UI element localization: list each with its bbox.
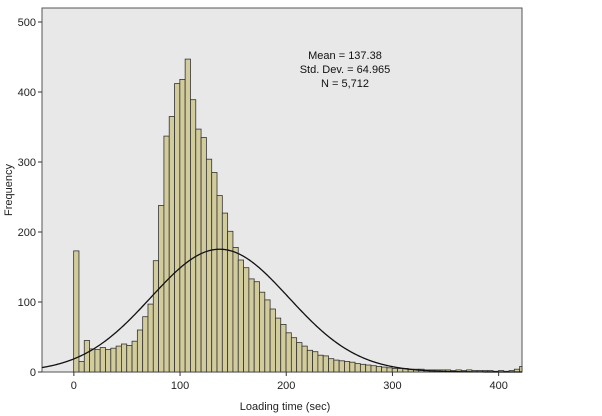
histogram-bar [391, 368, 398, 373]
x-tick-label: 300 [383, 380, 401, 392]
x-tick-label: 400 [489, 380, 507, 392]
histogram-bar [105, 349, 112, 373]
histogram-bar [269, 308, 276, 373]
histogram-bar [184, 58, 191, 373]
x-tick-label: 0 [71, 380, 77, 392]
histogram-bar [328, 358, 335, 373]
histogram-bar [280, 323, 287, 373]
histogram-bar [152, 260, 159, 373]
histogram-bar [285, 332, 292, 373]
stats-mean: Mean = 137.38 [308, 50, 382, 62]
histogram-bar [386, 367, 393, 373]
histogram-bar [519, 365, 523, 373]
histogram-bar [322, 355, 329, 373]
histogram-bar [344, 361, 351, 373]
histogram-bar [115, 345, 122, 373]
histogram-bar [227, 230, 234, 373]
histogram-bar [142, 316, 149, 373]
histogram-bar [168, 116, 175, 373]
bars-group [73, 58, 523, 373]
histogram-bar [243, 267, 250, 373]
histogram-bar [381, 366, 388, 373]
x-tick-label: 200 [277, 380, 295, 392]
histogram-bar [216, 195, 223, 373]
histogram-bar [73, 250, 80, 373]
stats-std-dev: Std. Dev. = 64.965 [300, 64, 391, 76]
stats-n: N = 5,712 [321, 78, 369, 90]
histogram-bar [131, 340, 138, 373]
histogram-bar [359, 363, 367, 373]
histogram-bar [370, 365, 377, 373]
histogram-bar [259, 291, 266, 373]
histogram-bar [163, 135, 170, 373]
histogram-bar [253, 281, 260, 373]
histogram-bar [205, 158, 213, 373]
histogram-bar [211, 172, 218, 373]
histogram-bar [375, 365, 383, 373]
histogram-bar [174, 83, 181, 373]
histogram-bar [264, 299, 271, 373]
histogram-bar [99, 347, 106, 373]
y-axis-title: Frequency [3, 164, 15, 216]
histogram-bar [136, 329, 144, 373]
histogram-bar [121, 343, 128, 373]
plot-area [41, 7, 523, 373]
y-tick-label: 200 [18, 227, 36, 239]
y-tick-label: 0 [30, 367, 36, 379]
histogram-bar [306, 349, 313, 373]
histogram-bar [232, 246, 239, 373]
y-tick-label: 100 [18, 297, 36, 309]
histogram-bar [147, 303, 154, 373]
y-tick-label: 400 [18, 87, 36, 99]
histogram-bar [200, 137, 207, 373]
histogram-bar [195, 128, 202, 373]
x-axis-title: Loading time (sec) [240, 401, 331, 413]
normal-curve [41, 248, 522, 373]
histogram-bar [89, 348, 96, 373]
histogram-bar [275, 317, 282, 373]
histogram-bar [290, 337, 298, 373]
histogram-bar [179, 79, 186, 373]
histogram-bar [312, 351, 319, 373]
y-tick-label: 500 [18, 17, 36, 29]
histogram-bar [349, 361, 356, 373]
histogram-bar [248, 278, 255, 373]
x-axis: 0 100 200 300 400 [71, 372, 508, 392]
histogram-bar [126, 344, 133, 373]
histogram-bar [221, 212, 229, 373]
histogram-bar [78, 361, 85, 373]
x-tick-label: 100 [171, 380, 189, 392]
histogram-bar [338, 360, 345, 373]
histogram-bar [237, 259, 244, 373]
histogram-bar [296, 342, 303, 373]
histogram-bar [110, 347, 117, 373]
histogram-bar [190, 99, 197, 373]
y-axis: 0 100 200 300 400 500 [18, 17, 42, 379]
histogram-bar [397, 368, 404, 373]
histogram-bar [94, 349, 101, 373]
y-tick-label: 300 [18, 157, 36, 169]
histogram-bar [354, 363, 361, 373]
histogram-bar [317, 354, 324, 373]
histogram-bar [333, 359, 340, 373]
histogram-bar [365, 364, 372, 373]
histogram-bar [301, 345, 308, 373]
histogram-bar [83, 340, 90, 373]
